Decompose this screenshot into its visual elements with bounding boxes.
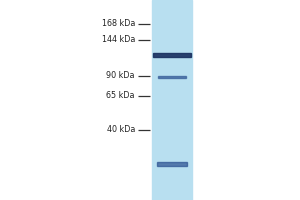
Bar bbox=[153, 53, 190, 57]
Bar bbox=[152, 0, 192, 200]
Text: 65 kDa: 65 kDa bbox=[106, 92, 135, 100]
Bar bbox=[157, 162, 187, 166]
Text: 90 kDa: 90 kDa bbox=[106, 72, 135, 80]
Text: 144 kDa: 144 kDa bbox=[102, 36, 135, 45]
Text: 40 kDa: 40 kDa bbox=[106, 126, 135, 134]
Bar bbox=[158, 76, 186, 78]
Text: 168 kDa: 168 kDa bbox=[102, 20, 135, 28]
